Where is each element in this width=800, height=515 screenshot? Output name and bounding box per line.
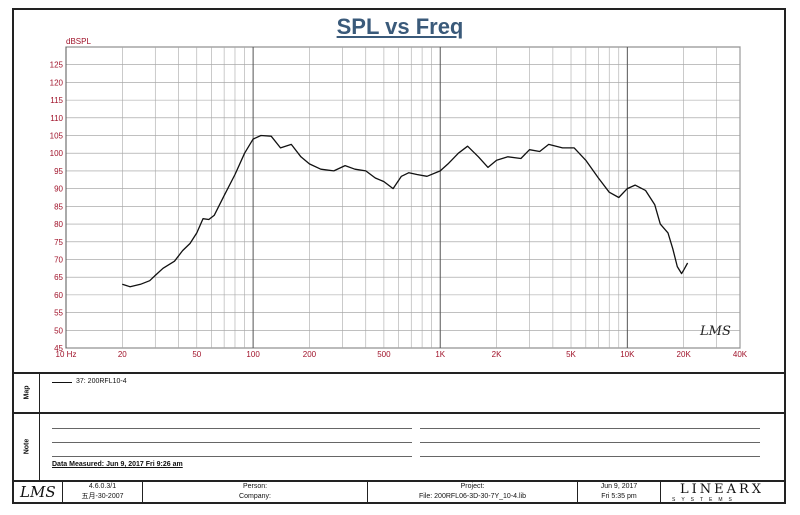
x-tick-label: 40K [733, 350, 748, 359]
note-label: Note [14, 413, 40, 480]
footer-lms-logo: LMS [20, 483, 56, 501]
linearx-sub: SYSTEMS [672, 497, 738, 503]
y-tick-label: 45 [54, 344, 63, 353]
note-line [420, 428, 760, 429]
lms-signature: LMS [699, 324, 731, 339]
x-tick-label: 5K [566, 350, 576, 359]
chart-title: SPL vs Freq [336, 14, 464, 39]
footer-company: Company: [239, 493, 271, 500]
y-tick-label: 85 [54, 202, 63, 211]
x-tick-label: 1K [435, 350, 445, 359]
y-axis-label: dBSPL [66, 37, 91, 46]
plot-area [65, 46, 741, 349]
footer-brand-cell [660, 480, 784, 504]
footer-date: Jun 9, 2017 [600, 483, 638, 490]
legend-entry: 37: 200RFL10-4 [76, 378, 127, 385]
notes-band [14, 412, 784, 480]
map-label: Map [14, 373, 40, 412]
y-tick-label: 100 [50, 149, 64, 158]
y-tick-label: 75 [54, 238, 63, 247]
footer-date-cell: Jun 9, 2017 Fri 5:35 pm [577, 480, 660, 504]
y-tick-label: 60 [54, 291, 63, 300]
footer-person-cell: Person: Company: [142, 480, 367, 504]
x-tick-label: 2K [492, 350, 502, 359]
date-measured: Data Measured: Jun 9, 2017 Fri 9:26 am [52, 461, 183, 468]
x-tick-label: 200 [303, 350, 317, 359]
tick-labels: 45 50 55 60 65 70 75 80 85 90 95 100 105 110 115 120 125… [50, 61, 748, 359]
note-line [52, 442, 412, 443]
y-tick-label: 105 [50, 132, 64, 141]
note-line [52, 428, 412, 429]
x-tick-label: 10 Hz [56, 350, 77, 359]
x-tick-label: 50 [192, 350, 201, 359]
series-line [122, 134, 689, 288]
y-tick-label: 80 [54, 220, 63, 229]
x-tick-label: 10K [620, 350, 635, 359]
y-tick-label: 50 [54, 326, 63, 335]
linearx-logo: LINEARX [679, 482, 765, 497]
x-tick-label: 100 [246, 350, 260, 359]
footer-version: 4.6.0.3/1 [88, 483, 117, 490]
y-tick-label: 70 [54, 255, 63, 264]
note-line [52, 456, 412, 457]
y-tick-label: 125 [50, 61, 64, 70]
footer-time: Fri 5:35 pm [601, 493, 637, 500]
legend-band [14, 372, 784, 412]
footer-project-cell: Project: File: 200RFL06-3D-30-7Y_10-4.li… [367, 480, 577, 504]
x-tick-label: 500 [377, 350, 391, 359]
x-tick-label: 20K [677, 350, 692, 359]
y-tick-label: 95 [54, 167, 63, 176]
footer-file: File: 200RFL06-3D-30-7Y_10-4.lib [419, 493, 526, 500]
y-tick-label: 65 [54, 273, 63, 282]
chart-frame [12, 8, 786, 504]
footer-project: Project: [460, 483, 485, 490]
footer-band [14, 480, 784, 482]
grid [65, 46, 741, 349]
y-tick-label: 120 [50, 78, 64, 87]
y-tick-label: 110 [50, 114, 63, 123]
legend-swatch [52, 382, 72, 383]
footer-person: Person: [242, 483, 268, 490]
x-tick-label: 20 [118, 350, 127, 359]
footer-version-cell: 4.6.0.3/1 五月-30-2007 [62, 480, 142, 504]
y-tick-label: 90 [54, 185, 63, 194]
curves [122, 134, 689, 288]
note-line [420, 456, 760, 457]
y-tick-label: 55 [54, 309, 63, 318]
note-line [420, 442, 760, 443]
y-tick-label: 115 [50, 96, 63, 105]
footer-version-date: 五月-30-2007 [81, 493, 124, 500]
